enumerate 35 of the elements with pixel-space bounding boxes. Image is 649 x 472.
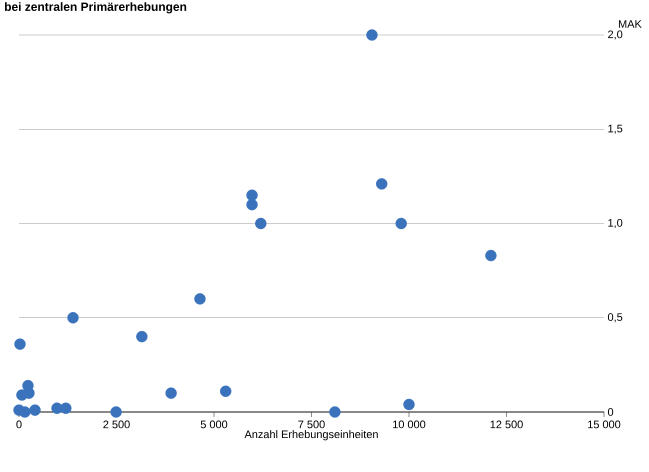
point — [403, 398, 415, 410]
y-tick-label: 0 — [608, 408, 614, 416]
chart-title: bei zentralen Primärerhebungen — [4, 2, 186, 14]
point — [60, 402, 72, 414]
y-axis-title: MAK — [618, 20, 642, 28]
x-tick-label: 7 500 — [298, 420, 325, 428]
y-tick-label: 1,5 — [608, 124, 622, 134]
x-axis-title: Anzahl Erhebungseinheiten — [244, 430, 378, 440]
point — [165, 387, 177, 399]
point — [19, 406, 31, 418]
x-tick-label: 15 000 — [588, 420, 620, 428]
point — [255, 218, 266, 230]
y-tick-label: 0,5 — [608, 313, 622, 322]
point — [485, 250, 497, 262]
point — [376, 178, 388, 190]
x-tick-label: 12 500 — [490, 420, 523, 428]
point — [136, 330, 148, 342]
point — [29, 404, 41, 416]
point — [246, 198, 258, 210]
y-tick-label: 2,0 — [608, 30, 622, 40]
point — [194, 293, 206, 305]
point — [329, 406, 341, 418]
point — [23, 387, 35, 399]
x-tick-label: 5 000 — [200, 420, 228, 428]
point — [246, 190, 258, 201]
point — [366, 29, 378, 41]
point — [14, 338, 26, 350]
point — [220, 386, 232, 397]
x-tick-label: 2 500 — [103, 420, 130, 428]
x-tick-label: 10 000 — [393, 420, 426, 428]
point — [396, 218, 407, 230]
point — [110, 406, 122, 418]
y-tick-label: 1,0 — [608, 218, 622, 228]
point — [67, 312, 79, 324]
x-tick-label: 0 — [16, 420, 22, 428]
